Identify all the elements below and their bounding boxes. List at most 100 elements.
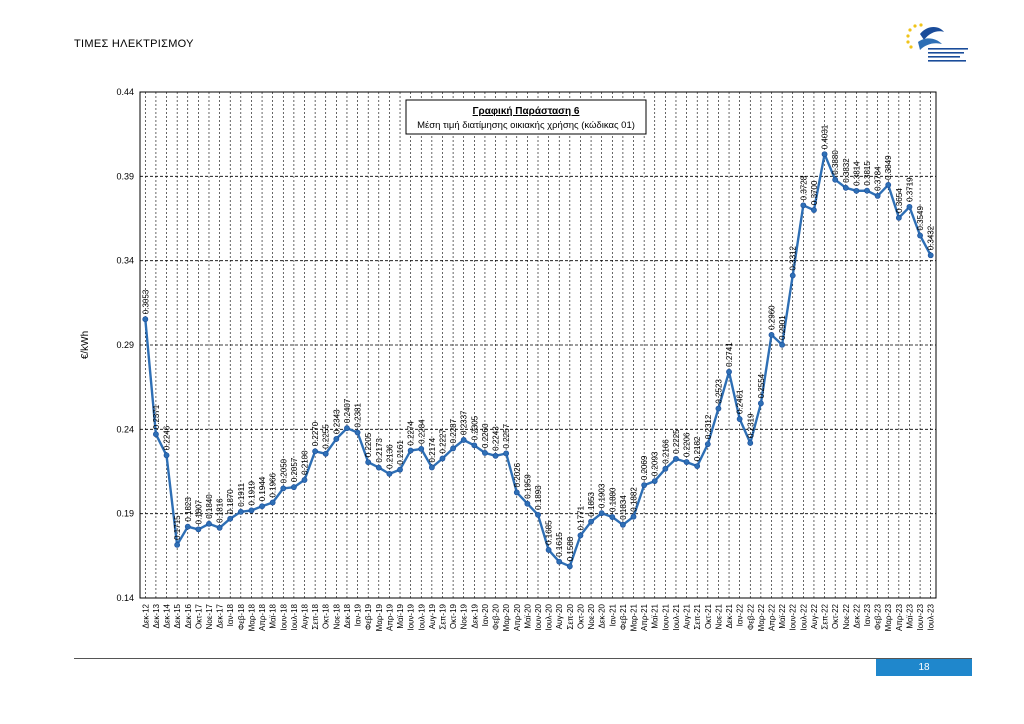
data-point	[917, 232, 923, 239]
x-tick-label: Απρ-23	[895, 603, 904, 631]
data-point	[556, 558, 563, 565]
x-tick-label: Νοε-18	[332, 603, 341, 629]
data-point	[322, 450, 329, 457]
data-label: 0.1893	[534, 485, 543, 510]
x-tick-label: Ιουν-21	[661, 603, 670, 630]
data-point	[513, 489, 520, 496]
data-point	[290, 484, 297, 491]
data-point	[482, 450, 488, 456]
data-label: 0.2461	[736, 389, 745, 414]
data-point	[842, 184, 849, 191]
x-tick-label: Ιουν-19	[407, 603, 416, 630]
data-point	[789, 272, 796, 279]
x-tick-label: Μαϊ-22	[778, 603, 787, 628]
data-point	[280, 485, 287, 492]
data-label: 0.2523	[714, 379, 723, 404]
data-label: 0.2205	[364, 432, 373, 457]
x-tick-label: Μαϊ-21	[651, 603, 660, 628]
title-box	[405, 99, 647, 135]
x-tick-label: Ιουλ-18	[290, 603, 299, 630]
data-label: 0.2100	[301, 450, 310, 475]
data-point	[864, 187, 870, 194]
data-point	[206, 520, 212, 527]
x-tick-label: Οκτ-19	[449, 603, 458, 628]
x-tick-label: Νοε-20	[587, 603, 596, 629]
data-label: 0.1807	[194, 499, 203, 524]
y-tick-label: 0.39	[116, 171, 134, 181]
data-label: 0.1823	[184, 497, 193, 522]
y-tick-label: 0.24	[116, 424, 134, 434]
x-tick-label: Απρ-18	[258, 603, 267, 631]
data-label: 0.2312	[704, 414, 713, 439]
y-tick-label: 0.34	[116, 256, 134, 266]
data-point	[768, 331, 775, 338]
y-tick-label: 0.19	[116, 509, 134, 519]
data-point	[344, 425, 350, 432]
x-tick-label: Φεβ-20	[492, 603, 501, 630]
x-tick-label: Νοε-21	[714, 603, 723, 629]
data-point	[609, 514, 616, 520]
x-tick-label: Μαϊ-19	[396, 603, 405, 628]
data-label: 0.3814	[852, 161, 861, 186]
data-label: 0.2274	[407, 421, 416, 446]
data-label: 0.2305	[470, 415, 479, 440]
data-point	[630, 513, 637, 520]
x-tick-label: Ιουλ-21	[672, 603, 681, 630]
x-tick-label: Μαρ-18	[247, 603, 256, 631]
x-tick-label: Σεπ-22	[821, 603, 830, 629]
data-label: 0.3880	[831, 150, 840, 175]
data-label: 0.2337	[460, 410, 469, 435]
y-axis-label: €/kWh	[80, 331, 91, 359]
x-tick-label: Ιουλ-19	[417, 603, 426, 630]
data-label: 0.3728	[799, 175, 808, 200]
data-label: 0.1911	[237, 482, 246, 506]
data-point	[301, 477, 308, 483]
x-tick-label: Οκτ-22	[831, 603, 840, 628]
data-point	[195, 526, 202, 533]
data-point	[779, 341, 786, 348]
x-tick-label: Μαϊ-23	[905, 603, 914, 628]
data-point	[566, 563, 573, 570]
data-label: 0.2901	[778, 315, 787, 340]
data-point	[163, 452, 170, 459]
data-point	[184, 523, 191, 530]
data-label: 0.3432	[927, 225, 936, 250]
logo-icon	[906, 23, 968, 62]
data-label: 0.2257	[502, 423, 511, 448]
data-label: 0.1919	[247, 480, 256, 505]
x-tick-label: Ιαν-20	[481, 603, 490, 626]
x-tick-label: Σεπ-20	[566, 603, 575, 629]
data-point	[620, 521, 626, 528]
data-label: 0.3700	[810, 180, 819, 205]
data-label: 0.2174	[428, 437, 437, 462]
x-tick-label: Δεκ-15	[173, 603, 182, 628]
x-tick-label: Ιουλ-22	[799, 603, 808, 630]
data-label: 0.1903	[598, 483, 607, 508]
data-point	[269, 499, 276, 506]
x-tick-label: Αυγ-18	[301, 603, 310, 629]
data-point	[588, 518, 594, 525]
data-point	[375, 464, 382, 471]
data-point	[535, 511, 541, 518]
x-tick-label: Οκτ-17	[194, 603, 203, 628]
x-tick-label: Νοε-17	[205, 603, 214, 629]
data-label: 0.1771	[576, 505, 585, 530]
data-point	[227, 515, 234, 522]
x-tick-label: Οκτ-20	[576, 603, 585, 628]
data-label: 0.1816	[216, 498, 225, 523]
x-tick-label: Δεκ-13	[152, 603, 161, 628]
data-point	[726, 368, 732, 375]
data-label: 0.3654	[895, 188, 904, 213]
data-label: 0.3719	[905, 177, 914, 202]
data-point	[450, 445, 456, 452]
data-label: 0.1959	[523, 474, 532, 499]
x-tick-label: Μαρ-21	[630, 603, 639, 631]
x-tick-label: Μαρ-23	[884, 603, 893, 631]
data-point	[503, 450, 510, 457]
data-label: 0.1588	[566, 536, 575, 561]
data-label: 0.2093	[651, 451, 660, 476]
x-tick-label: Απρ-19	[385, 603, 394, 631]
x-tick-label: Δεκ-22	[852, 603, 861, 628]
x-tick-label: Απρ-22	[767, 603, 776, 631]
x-tick-label: Δεκ-17	[216, 603, 225, 628]
